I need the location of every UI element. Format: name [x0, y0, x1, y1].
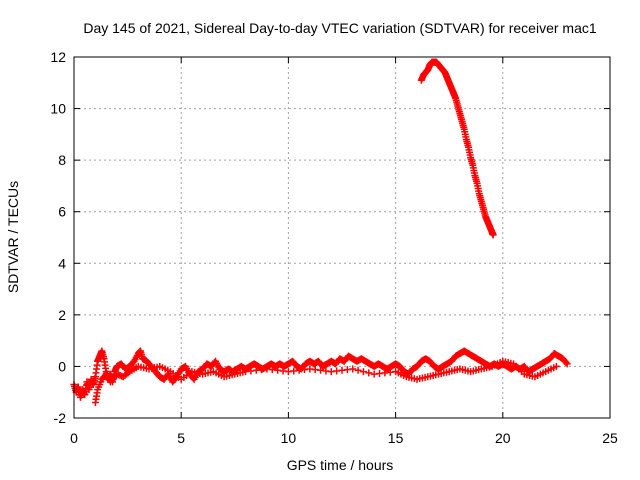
data-point — [359, 368, 367, 376]
y-tick-label: 6 — [58, 204, 66, 220]
plot-frame — [73, 56, 611, 419]
x-axis-label: GPS time / hours — [287, 457, 394, 473]
data-point — [563, 360, 571, 368]
data-point — [349, 365, 357, 373]
y-tick-label: 12 — [50, 49, 66, 65]
y-tick-label: 2 — [58, 307, 66, 323]
x-tick-label: 15 — [388, 430, 404, 446]
x-tick-label: 5 — [177, 430, 185, 446]
series-group — [417, 58, 497, 239]
y-tick-label: 8 — [58, 152, 66, 168]
data-point — [354, 366, 362, 374]
data-point — [365, 369, 373, 377]
x-tick-label: 25 — [602, 430, 618, 446]
y-tick-label: -2 — [54, 410, 67, 426]
x-tick-label: 20 — [495, 430, 511, 446]
series-group — [91, 357, 560, 407]
x-tick-label: 0 — [70, 430, 78, 446]
chart-title: Day 145 of 2021, Sidereal Day-to-day VTE… — [83, 20, 596, 36]
y-tick-label: 0 — [58, 358, 66, 374]
y-axis-label: SDTVAR / TECUs — [5, 181, 21, 293]
y-tick-label: 10 — [50, 101, 66, 117]
x-tick-label: 10 — [281, 430, 297, 446]
data-series — [70, 58, 571, 407]
data-point — [489, 231, 497, 239]
y-tick-label: 4 — [58, 255, 66, 271]
data-point — [552, 362, 560, 370]
data-point — [562, 359, 570, 367]
